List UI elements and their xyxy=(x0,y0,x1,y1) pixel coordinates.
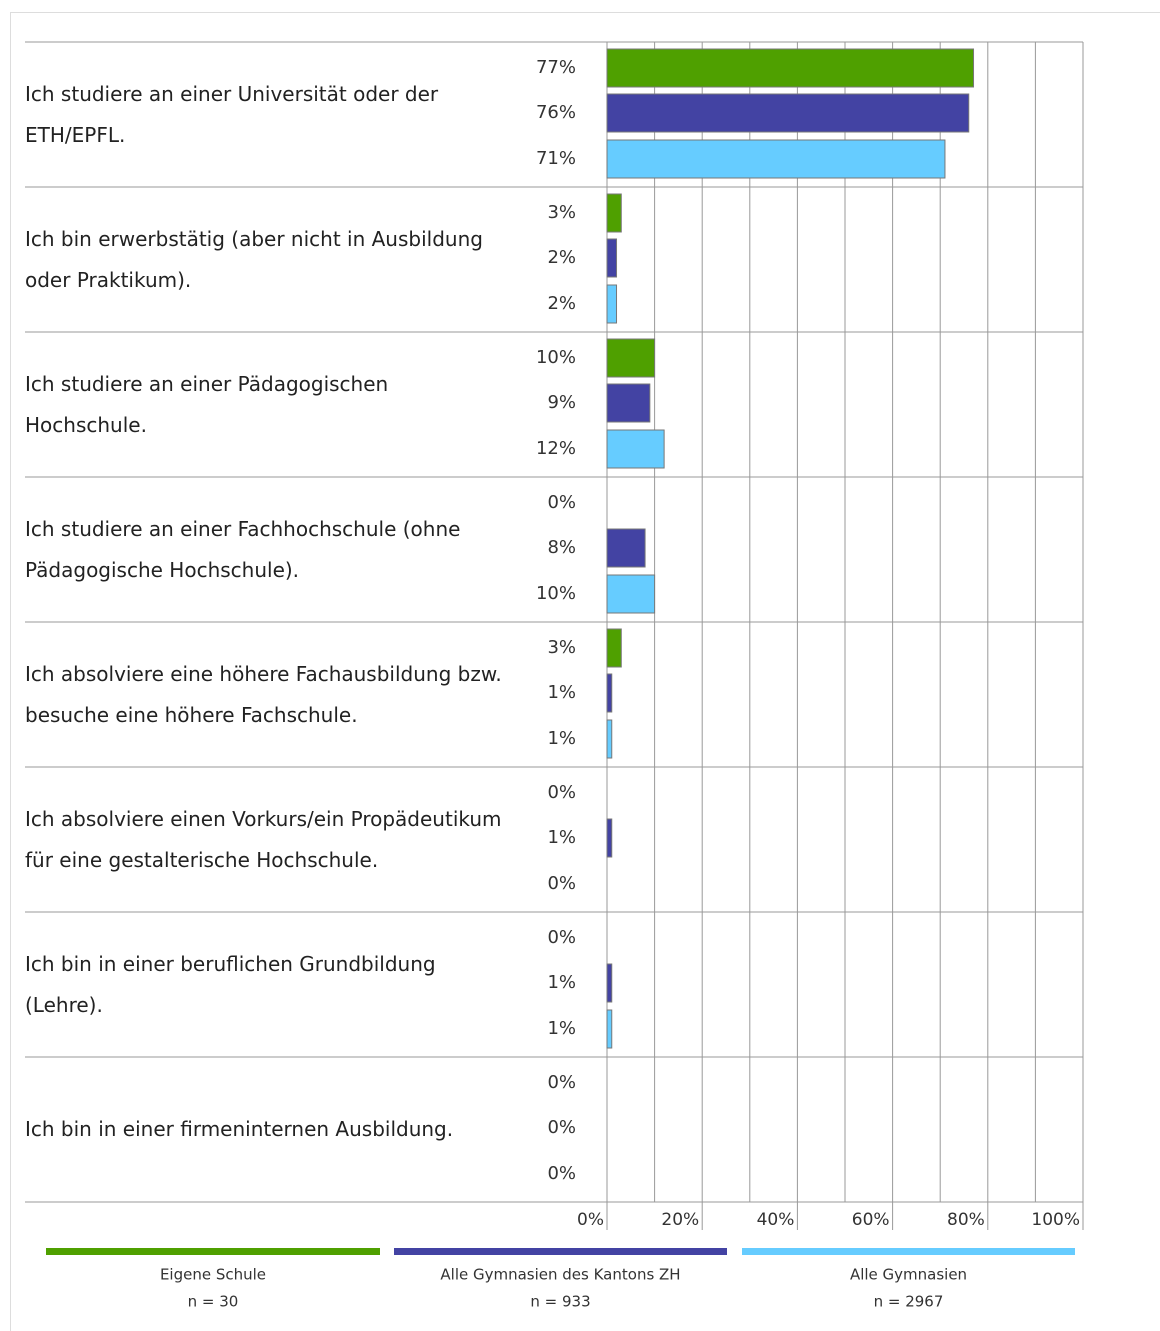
bar xyxy=(606,818,613,858)
legend-sample: n = 933 xyxy=(530,1293,590,1311)
value-label: 9% xyxy=(547,392,576,413)
bar xyxy=(606,673,613,713)
value-label: 2% xyxy=(547,293,576,314)
legend-label: Eigene Schule xyxy=(160,1266,266,1284)
bar xyxy=(606,963,613,1003)
frame xyxy=(10,12,1160,1331)
x-tick-label: 100% xyxy=(1031,1210,1080,1230)
legend-label: Alle Gymnasien xyxy=(850,1266,967,1284)
value-label: 10% xyxy=(536,347,576,368)
value-label: 0% xyxy=(547,1163,576,1184)
legend-sample: n = 30 xyxy=(188,1293,239,1311)
bar xyxy=(606,528,646,568)
category-label: Ich absolviere eine höhere Fachausbildun… xyxy=(25,661,502,727)
category-label: Ich bin in einer beruflichen Grundbildun… xyxy=(25,951,436,1017)
value-label: 1% xyxy=(547,728,576,749)
x-tick-label: 80% xyxy=(947,1210,985,1230)
category-label: Ich studiere an einer Pädagogischen Hoch… xyxy=(25,371,389,437)
legend-swatch xyxy=(46,1248,380,1255)
bar xyxy=(606,284,618,324)
bar xyxy=(606,193,622,233)
value-label: 77% xyxy=(536,57,576,78)
x-tick-label: 20% xyxy=(661,1210,699,1230)
value-label: 0% xyxy=(547,1117,576,1138)
bar xyxy=(606,338,656,378)
value-label: 1% xyxy=(547,1018,576,1039)
value-label: 71% xyxy=(536,148,576,169)
category-label: Ich bin erwerbstätig (aber nicht in Ausb… xyxy=(25,226,483,292)
value-label: 12% xyxy=(536,438,576,459)
bar xyxy=(606,93,970,133)
bar xyxy=(606,719,613,759)
x-tick-label: 0% xyxy=(577,1210,604,1230)
category-label: Ich studiere an einer Universität oder d… xyxy=(25,81,439,147)
category-label: Ich studiere an einer Fachhochschule (oh… xyxy=(25,516,461,582)
legend-label: Alle Gymnasien des Kantons ZH xyxy=(440,1266,680,1284)
bar xyxy=(606,139,946,179)
value-label: 10% xyxy=(536,583,576,604)
bar xyxy=(606,628,622,668)
legend-swatch xyxy=(742,1248,1075,1255)
bar xyxy=(606,383,651,423)
value-label: 3% xyxy=(547,202,576,223)
legend-swatch xyxy=(394,1248,727,1255)
bar xyxy=(606,48,975,88)
value-label: 0% xyxy=(547,873,576,894)
legend-sample: n = 2967 xyxy=(874,1293,944,1311)
bar xyxy=(606,429,665,469)
bar xyxy=(606,238,618,278)
x-tick-label: 40% xyxy=(757,1210,795,1230)
x-tick-label: 60% xyxy=(852,1210,890,1230)
category-label: Ich absolviere einen Vorkurs/ein Propäde… xyxy=(25,806,502,872)
value-label: 1% xyxy=(547,827,576,848)
value-label: 8% xyxy=(547,537,576,558)
value-label: 1% xyxy=(547,972,576,993)
value-label: 3% xyxy=(547,637,576,658)
bar xyxy=(606,574,656,614)
value-label: 0% xyxy=(547,492,576,513)
value-label: 0% xyxy=(547,782,576,803)
bar xyxy=(606,1009,613,1049)
value-label: 2% xyxy=(547,247,576,268)
value-label: 76% xyxy=(536,102,576,123)
value-label: 0% xyxy=(547,1072,576,1093)
value-label: 1% xyxy=(547,682,576,703)
value-label: 0% xyxy=(547,927,576,948)
category-label: Ich bin in einer firmeninternen Ausbildu… xyxy=(25,1117,454,1141)
